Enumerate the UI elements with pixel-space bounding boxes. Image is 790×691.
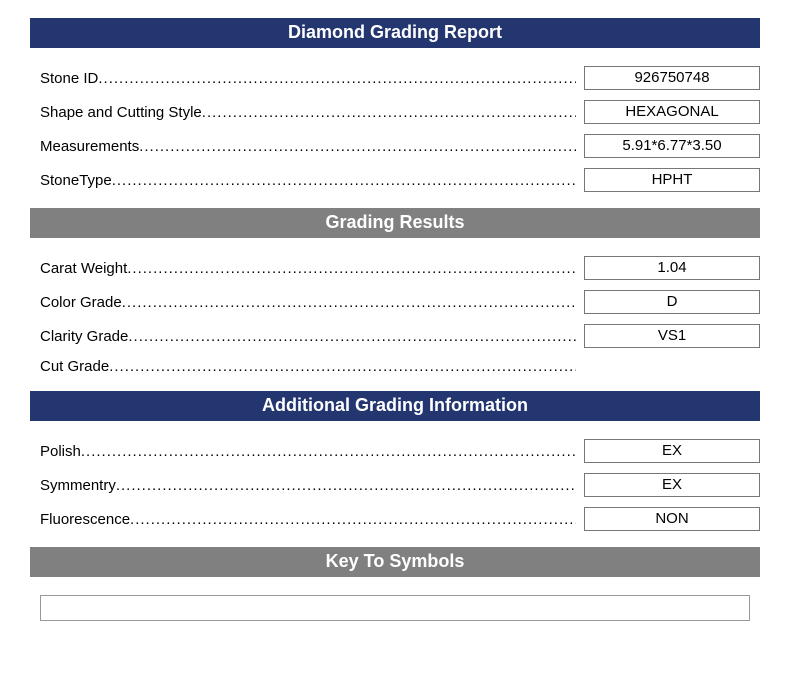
field-label-wrap: Fluorescence — [40, 511, 576, 528]
field-label: Cut Grade — [40, 358, 109, 375]
field-row: StoneTypeHPHT — [40, 168, 750, 192]
field-value: 5.91*6.77*3.50 — [584, 134, 760, 158]
leader-dots — [116, 477, 576, 494]
leader-dots — [109, 358, 576, 375]
section-header-0: Diamond Grading Report — [30, 18, 760, 48]
field-label: Shape and Cutting Style — [40, 104, 202, 121]
field-row: SymmentryEX — [40, 473, 750, 497]
field-value: EX — [584, 439, 760, 463]
field-row: Clarity GradeVS1 — [40, 324, 750, 348]
field-value: EX — [584, 473, 760, 497]
field-label-wrap: Clarity Grade — [40, 328, 576, 345]
field-label: Fluorescence — [40, 511, 130, 528]
field-label-wrap: Stone ID — [40, 70, 576, 87]
field-value: 1.04 — [584, 256, 760, 280]
field-label: Polish — [40, 443, 81, 460]
field-row: Color GradeD — [40, 290, 750, 314]
section-header-2: Additional Grading Information — [30, 391, 760, 421]
field-label: Measurements — [40, 138, 139, 155]
field-value: D — [584, 290, 760, 314]
field-label-wrap: Cut Grade — [40, 358, 576, 375]
field-row: Measurements5.91*6.77*3.50 — [40, 134, 750, 158]
leader-dots — [130, 511, 576, 528]
field-label: Carat Weight — [40, 260, 127, 277]
field-label-wrap: Color Grade — [40, 294, 576, 311]
leader-dots — [122, 294, 576, 311]
field-row: FluorescenceNON — [40, 507, 750, 531]
field-row: Shape and Cutting StyleHEXAGONAL — [40, 100, 750, 124]
leader-dots — [81, 443, 576, 460]
section-rows-0: Stone ID926750748 Shape and Cutting Style… — [40, 66, 750, 192]
section-rows-1: Carat Weight1.04 Color GradeD Clarity Grad… — [40, 256, 750, 375]
section-header-1: Grading Results — [30, 208, 760, 238]
field-label: Clarity Grade — [40, 328, 128, 345]
field-label: Color Grade — [40, 294, 122, 311]
field-label-wrap: Polish — [40, 443, 576, 460]
leader-dots — [98, 70, 576, 87]
leader-dots — [202, 104, 576, 121]
field-label-wrap: Carat Weight — [40, 260, 576, 277]
field-value: HPHT — [584, 168, 760, 192]
leader-dots — [112, 172, 576, 189]
field-value: 926750748 — [584, 66, 760, 90]
field-label: Symmentry — [40, 477, 116, 494]
leader-dots — [128, 328, 576, 345]
leader-dots — [139, 138, 576, 155]
section-rows-2: PolishEX SymmentryEX FluorescenceNON — [40, 439, 750, 531]
field-label: Stone ID — [40, 70, 98, 87]
section-header-symbols: Key To Symbols — [30, 547, 760, 577]
field-label-wrap: Shape and Cutting Style — [40, 104, 576, 121]
leader-dots — [127, 260, 576, 277]
field-row: Cut Grade — [40, 358, 750, 375]
key-to-symbols-box — [40, 595, 750, 621]
field-row: Carat Weight1.04 — [40, 256, 750, 280]
field-row: PolishEX — [40, 439, 750, 463]
field-value: HEXAGONAL — [584, 100, 760, 124]
field-value: NON — [584, 507, 760, 531]
field-label-wrap: Symmentry — [40, 477, 576, 494]
field-label: StoneType — [40, 172, 112, 189]
field-row: Stone ID926750748 — [40, 66, 750, 90]
field-value: VS1 — [584, 324, 760, 348]
field-label-wrap: StoneType — [40, 172, 576, 189]
field-label-wrap: Measurements — [40, 138, 576, 155]
